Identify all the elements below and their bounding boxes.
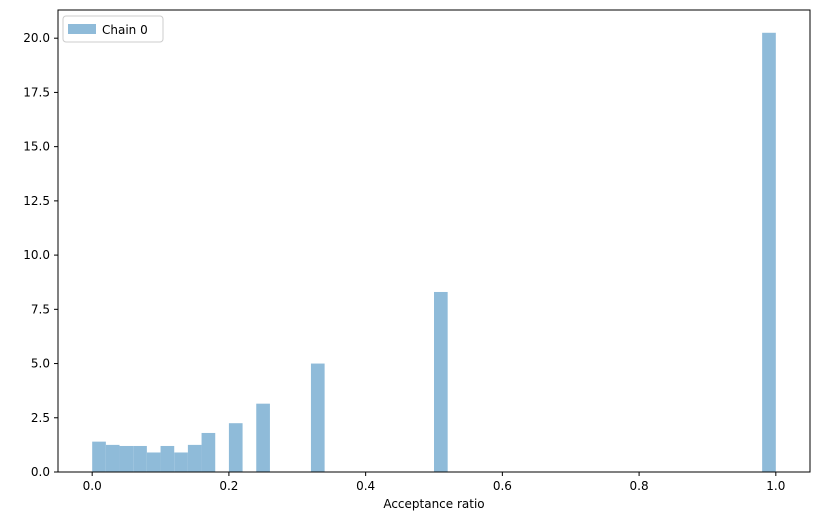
legend-label-chain-0: Chain 0 [102, 23, 148, 37]
histogram-bar-4 [146, 452, 161, 472]
y-axis-ticks: 0.0 2.5 5.0 7.5 10.0 12.5 15.0 17.5 20.0 [23, 31, 58, 479]
histogram-bar-11 [310, 363, 325, 472]
y-tick-label-2: 5.0 [31, 357, 50, 371]
y-tick-label-5: 12.5 [23, 194, 50, 208]
x-tick-label-1: 0.2 [219, 479, 238, 493]
histogram-bar-3 [133, 445, 147, 472]
x-tick-label-3: 0.6 [493, 479, 512, 493]
y-tick-label-8: 20.0 [23, 31, 50, 45]
histogram-bar-12 [434, 291, 448, 472]
legend: Chain 0 [62, 15, 164, 43]
x-tick-label-2: 0.4 [356, 479, 375, 493]
histogram-bar-13 [762, 32, 776, 472]
x-tick-label-5: 1.0 [766, 479, 785, 493]
histogram-bar-1 [105, 444, 120, 472]
y-tick-label-7: 17.5 [23, 85, 50, 99]
y-tick-label-4: 10.0 [23, 248, 50, 262]
histogram-bar-2 [119, 445, 134, 472]
x-tick-label-4: 0.8 [630, 479, 649, 493]
histogram-bar-10 [256, 403, 270, 472]
y-tick-label-6: 15.0 [23, 140, 50, 154]
x-axis-label: Acceptance ratio [383, 497, 484, 511]
y-tick-label-3: 7.5 [31, 302, 50, 316]
x-axis-ticks: 0.0 0.2 0.4 0.6 0.8 1.0 [83, 472, 785, 493]
histogram-bar-5 [160, 445, 175, 472]
legend-swatch-chain-0 [68, 24, 96, 34]
histogram-bar-7 [187, 444, 202, 472]
y-tick-label-0: 0.0 [31, 465, 50, 479]
histogram-bar-0 [92, 441, 106, 472]
histogram-bar-8 [201, 432, 216, 472]
x-tick-label-0: 0.0 [83, 479, 102, 493]
y-tick-label-1: 2.5 [31, 411, 50, 425]
legend-box [62, 15, 164, 43]
histogram-bar-6 [174, 452, 188, 472]
plot-frame [57, 9, 811, 473]
bars-group [92, 32, 776, 472]
histogram-bar-9 [228, 423, 243, 472]
